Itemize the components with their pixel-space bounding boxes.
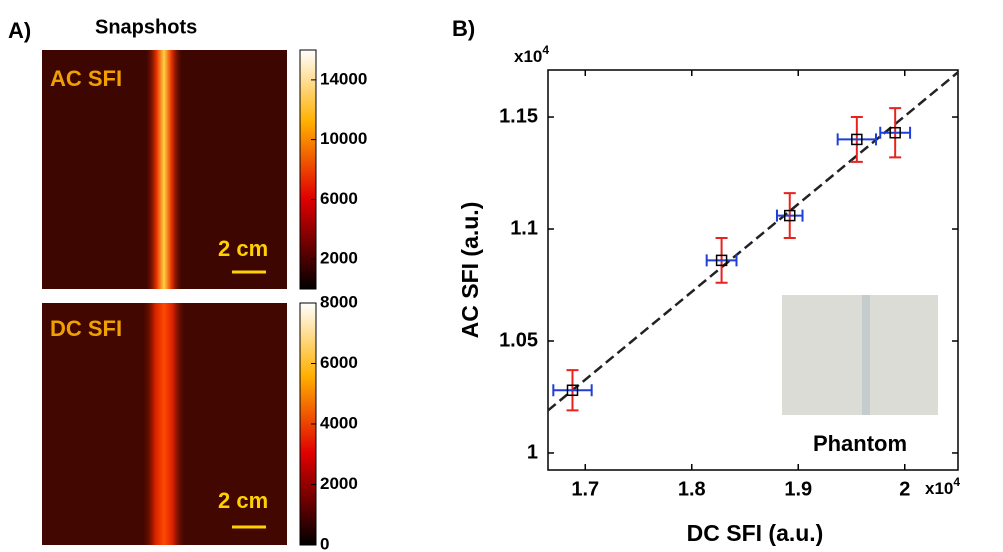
- x-tick-label: 1.8: [678, 478, 706, 500]
- scale-bar-label: 2 cm: [218, 488, 268, 513]
- y-tick-label: 1.05: [499, 329, 538, 351]
- colorbar-tick-label: 6000: [320, 189, 358, 208]
- colorbar-tick-label: 2000: [320, 249, 358, 268]
- colorbar-tick-label: 14000: [320, 69, 367, 88]
- panel-label: A): [8, 18, 31, 43]
- data-point: [715, 254, 728, 267]
- colorbar-tick-label: 4000: [320, 413, 358, 432]
- x-error-bar: [879, 126, 912, 139]
- data-point: [566, 384, 579, 397]
- heatmap-stripe: [145, 50, 183, 289]
- y-tick-label: 1.15: [499, 105, 538, 127]
- colorbar-tick-label: 10000: [320, 129, 367, 148]
- image-label: AC SFI: [50, 66, 122, 91]
- x-tick-label: 1.9: [784, 478, 812, 500]
- multiplier-exponent: 4: [542, 43, 549, 57]
- x-axis-label: DC SFI (a.u.): [687, 520, 824, 546]
- scale-bar-label: 2 cm: [218, 236, 268, 261]
- image-label: DC SFI: [50, 316, 122, 341]
- plot-area: [547, 69, 959, 471]
- colorbar-tick-label: 0: [320, 534, 329, 552]
- colorbar-tick-label: 2000: [320, 474, 358, 493]
- colorbar: [299, 49, 317, 290]
- x-multiplier: x104: [925, 475, 960, 498]
- data-point: [783, 209, 796, 222]
- multiplier-base: x10: [925, 479, 953, 498]
- y-tick-label: 1.1: [510, 217, 538, 239]
- x-error-bar: [775, 209, 804, 222]
- multiplier-exponent: 4: [953, 475, 960, 489]
- x-tick-label: 2: [899, 478, 910, 500]
- colorbar-tick-label: 8000: [320, 292, 358, 311]
- y-multiplier: x104: [514, 43, 549, 66]
- y-axis-label: AC SFI (a.u.): [457, 202, 483, 339]
- x-error-bar: [836, 133, 877, 146]
- y-tick-label: 1: [527, 441, 538, 463]
- panel-label: B): [452, 16, 475, 41]
- inset-label: Phantom: [813, 431, 907, 456]
- data-point: [889, 126, 901, 139]
- panel-title: Snapshots: [95, 16, 197, 38]
- x-error-bar: [705, 254, 738, 267]
- multiplier-base: x10: [514, 47, 542, 66]
- colorbar-tick-label: 6000: [320, 353, 358, 372]
- inset-tube: [862, 295, 870, 415]
- x-tick-label: 1.7: [571, 478, 599, 500]
- x-error-bar: [552, 384, 593, 397]
- inset-photo: [782, 295, 938, 415]
- data-point: [851, 133, 863, 146]
- heatmap-stripe: [142, 303, 186, 545]
